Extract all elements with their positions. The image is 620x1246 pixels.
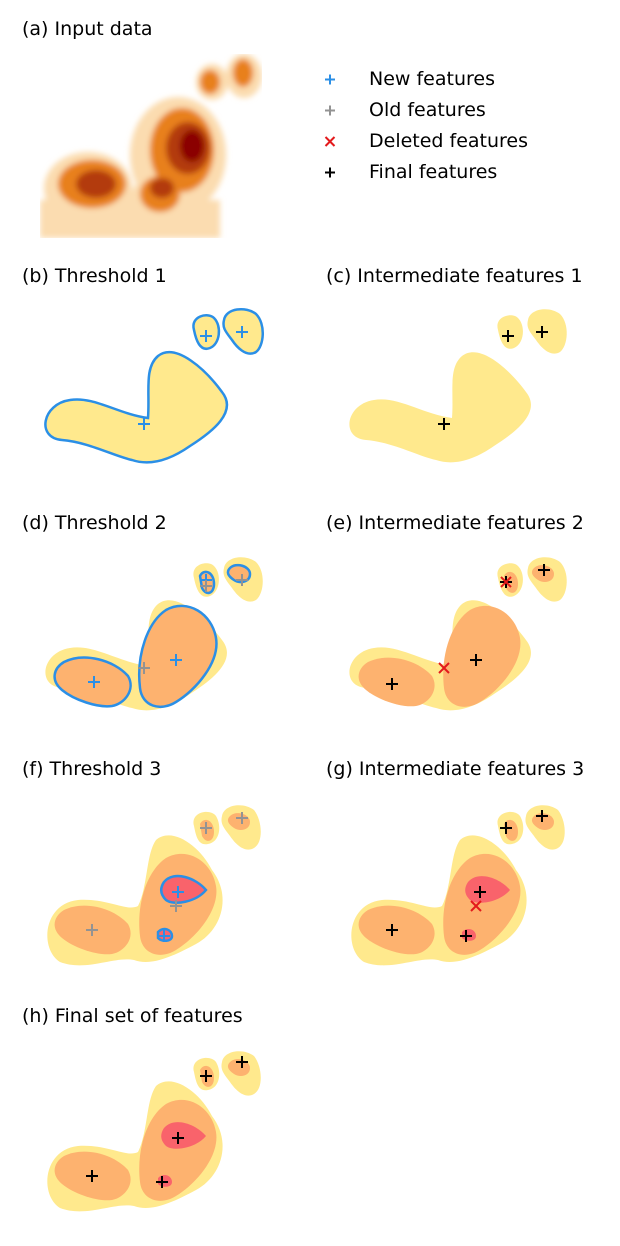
final-feature-marker <box>172 1132 184 1144</box>
panel-label-c: (c) Intermediate features 1 <box>326 265 583 287</box>
input-data-heatmap <box>40 54 262 238</box>
final-feature-marker <box>86 1170 98 1182</box>
final-feature-marker <box>460 930 472 942</box>
new-feature-marker <box>200 330 212 342</box>
final-feature-marker <box>386 924 398 936</box>
cross-marker-icon <box>324 136 336 147</box>
final-feature-marker <box>500 822 512 834</box>
new-feature-marker <box>88 676 100 688</box>
old-feature-marker <box>138 662 150 674</box>
final-feature-marker <box>502 330 514 342</box>
legend-label: New features <box>369 68 495 90</box>
threshold-1-diagram <box>44 307 265 464</box>
new-feature-marker <box>158 930 170 942</box>
threshold-3-diagram <box>47 805 261 966</box>
deleted-feature-marker <box>438 662 450 674</box>
panel-label-h: (h) Final set of features <box>22 1005 243 1027</box>
old-feature-marker <box>236 574 248 586</box>
plus-marker-icon <box>325 105 335 116</box>
final-feature-marker <box>538 564 550 576</box>
old-feature-marker <box>86 924 98 936</box>
deleted-feature-marker <box>500 576 512 588</box>
panel-label-b: (b) Threshold 1 <box>22 265 167 287</box>
old-feature-marker <box>236 812 248 824</box>
legend-label: Deleted features <box>369 130 529 152</box>
old-feature-marker <box>170 900 182 912</box>
panel-label-f: (f) Threshold 3 <box>22 758 162 780</box>
final-feature-marker <box>474 886 486 898</box>
final-feature-marker <box>536 326 548 338</box>
final-feature-marker <box>438 418 450 430</box>
final-feature-marker <box>536 810 548 822</box>
intermediate-features-1-diagram <box>349 309 567 463</box>
legend-label: Old features <box>369 99 486 121</box>
final-feature-marker <box>386 678 398 690</box>
plus-marker-icon <box>325 167 335 178</box>
final-features-diagram <box>47 1051 261 1212</box>
final-feature-marker <box>156 1176 168 1188</box>
deleted-feature-marker <box>470 900 482 912</box>
intermediate-features-2-diagram <box>349 557 567 711</box>
final-feature-marker <box>236 1056 248 1068</box>
intermediate-features-3-diagram <box>351 805 565 966</box>
final-feature-marker <box>200 1070 212 1082</box>
plus-marker-icon <box>325 74 335 85</box>
panel-label-g: (g) Intermediate features 3 <box>326 758 585 780</box>
old-feature-marker <box>200 580 212 592</box>
new-feature-marker <box>172 886 184 898</box>
new-feature-marker <box>170 654 182 666</box>
final-feature-marker <box>470 654 482 666</box>
panel-label-d: (d) Threshold 2 <box>22 512 167 534</box>
new-feature-marker <box>236 326 248 338</box>
legend-label: Final features <box>369 161 498 183</box>
threshold-2-diagram <box>45 557 263 711</box>
old-feature-marker <box>200 822 212 834</box>
panel-label-a: (a) Input data <box>22 18 153 40</box>
new-feature-marker <box>138 418 150 430</box>
panel-label-e: (e) Intermediate features 2 <box>326 512 584 534</box>
